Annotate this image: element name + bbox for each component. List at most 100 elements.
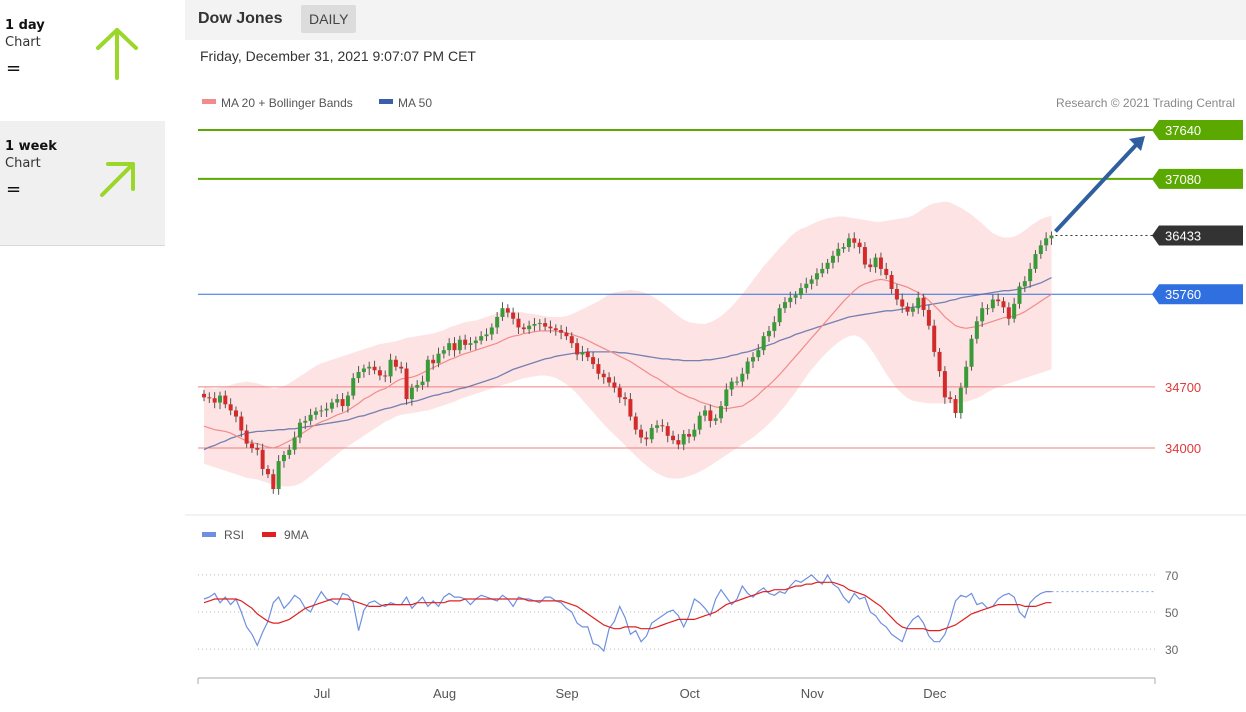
candle-body: [857, 242, 862, 248]
candle-body: [798, 288, 803, 296]
legend-swatch: [202, 99, 216, 104]
candle-body: [516, 318, 521, 328]
month-label-oct: Oct: [680, 686, 701, 701]
legend-label: MA 20 + Bollinger Bands: [221, 96, 353, 110]
rsi-line: [203, 573, 1052, 653]
candle-body: [1044, 238, 1049, 246]
candle-body: [329, 402, 334, 409]
candle-body: [1017, 286, 1022, 304]
candle-body: [655, 425, 660, 428]
candle-body: [697, 415, 702, 430]
candle-body: [543, 323, 548, 327]
rsi-tick-label: 70: [1165, 569, 1179, 583]
period-label: 1 week: [5, 139, 57, 154]
candle-body: [335, 399, 340, 403]
candle-body: [457, 339, 462, 351]
candle-body: [601, 373, 606, 378]
ma20-line: [203, 278, 1052, 449]
candle-body: [633, 416, 638, 430]
candle-body: [703, 410, 708, 416]
candle-body: [233, 410, 238, 417]
candle-body: [894, 289, 899, 300]
arrow-up-right-icon: [100, 162, 135, 197]
candle-body: [996, 299, 1001, 302]
price-chart[interactable]: MA 20 + Bollinger Bands MA 50 Research © 2…: [185, 0, 1246, 712]
rsi-tick-label: 30: [1165, 643, 1179, 657]
month-label-dec: Dec: [923, 686, 947, 701]
level-tag-37080: 37080: [1152, 168, 1243, 189]
sidebar-item-1-day[interactable]: 1 day Chart =: [0, 0, 165, 122]
rsi-legend-label: RSI: [224, 528, 244, 542]
candle-body: [569, 336, 574, 344]
candle-body: [926, 309, 931, 326]
candle-body: [964, 366, 969, 388]
candle-body: [361, 368, 366, 372]
candle-body: [260, 449, 265, 469]
candle-body: [692, 429, 697, 437]
candle-body: [782, 302, 787, 309]
level-label-37080: 37080: [1165, 172, 1201, 187]
candle-body: [729, 381, 734, 390]
chart-datetime: Friday, December 31, 2021 9:07:07 PM CET: [200, 48, 476, 64]
candle-body: [921, 297, 926, 310]
status-indicator: =: [6, 58, 22, 79]
candle-body: [617, 387, 622, 398]
candle-body: [559, 330, 564, 333]
candle-body: [548, 326, 553, 329]
candle-body: [212, 398, 217, 403]
candle-body: [1038, 245, 1043, 255]
timeframe-badge[interactable]: DAILY: [301, 5, 357, 33]
candle-body: [750, 357, 755, 362]
period-label: 1 day: [5, 18, 45, 33]
candle-body: [814, 273, 819, 280]
candle-body: [809, 279, 814, 284]
candle-body: [1022, 281, 1027, 287]
candle-body: [297, 422, 302, 438]
candle-body: [980, 308, 985, 322]
candle-body: [766, 330, 771, 337]
candle-body: [463, 339, 468, 345]
candle-body: [377, 370, 382, 376]
candle-body: [665, 426, 670, 436]
level-label-34700: 34700: [1165, 380, 1201, 395]
level-tag-37640: 37640: [1152, 120, 1243, 140]
bollinger-band-area: [204, 201, 1052, 487]
candle-body: [228, 404, 233, 411]
candle-body: [639, 429, 644, 438]
candle-body: [409, 387, 414, 400]
candle-body: [1028, 268, 1033, 282]
candle-body: [308, 414, 313, 421]
instrument-title: Dow Jones: [198, 10, 283, 27]
rsi-legend-swatch: [202, 532, 216, 537]
candle-body: [521, 327, 526, 330]
candle-body: [932, 325, 937, 352]
candle-body: [575, 343, 580, 355]
candle-body: [916, 297, 921, 309]
candle-body: [340, 399, 345, 407]
chart-header: Dow Jones DAILY: [185, 0, 1246, 40]
candle-body: [292, 437, 297, 450]
level-label-36433: 36433: [1165, 228, 1201, 243]
candle-body: [207, 397, 212, 399]
candle-body: [484, 334, 489, 337]
candle-body: [500, 308, 505, 317]
candle-body: [223, 395, 228, 405]
candle-body: [990, 299, 995, 309]
candle-body: [644, 437, 649, 440]
candle-body: [761, 336, 766, 351]
sidebar-item-1-week[interactable]: 1 week Chart =: [0, 121, 165, 246]
sidebar: 1 day Chart = 1 week Chart =: [0, 0, 165, 712]
candle-body: [660, 425, 665, 427]
level-label-37640: 37640: [1165, 123, 1201, 138]
level-tag-36433: 36433: [1152, 225, 1243, 246]
level-tag-35760: 35760: [1152, 284, 1243, 305]
candle-body: [425, 359, 430, 382]
candle-body: [628, 399, 633, 417]
candle-body: [884, 268, 889, 276]
candle-body: [830, 255, 835, 263]
level-tag-bg: [1152, 168, 1243, 189]
candle-body: [804, 283, 809, 289]
candle-body: [505, 308, 510, 313]
candle-body: [436, 353, 441, 364]
candle-body: [841, 247, 846, 249]
